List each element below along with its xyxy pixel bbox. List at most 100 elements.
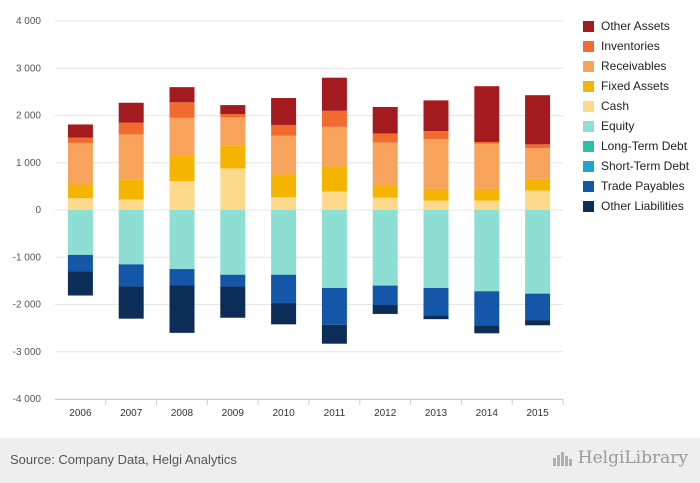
bar-segment <box>67 198 93 210</box>
x-tick-label: 2007 <box>120 408 143 419</box>
bar-segment <box>321 324 347 344</box>
bar-segment <box>372 142 398 186</box>
bar-segment <box>169 181 195 210</box>
bar-segment <box>271 210 297 275</box>
legend-item: Other Liabilities <box>583 196 689 216</box>
bar-segment <box>118 134 144 180</box>
y-tick-label: -3 000 <box>13 347 42 358</box>
bar-segment <box>220 210 246 275</box>
bar-segment <box>321 191 347 210</box>
legend-swatch <box>583 200 594 212</box>
bar-segment <box>321 126 347 167</box>
bar-segment <box>474 141 500 144</box>
bar-segment <box>474 143 500 189</box>
x-tick-label: 2010 <box>272 408 295 419</box>
legend-item: Receivables <box>583 56 689 76</box>
bar-segment <box>220 286 246 318</box>
bar-segment <box>67 271 93 296</box>
legend-swatch <box>583 40 594 52</box>
bar-segment <box>118 286 144 319</box>
bar-segment <box>321 77 347 111</box>
bar-segment <box>118 179 144 200</box>
bar-segment <box>525 178 551 191</box>
bar-segment <box>372 304 398 314</box>
legend: Other Assets Inventories Receivables Fixed … <box>583 16 689 216</box>
y-tick-label: 4 000 <box>16 16 41 27</box>
bar-segment <box>525 320 551 326</box>
bar-segment <box>372 106 398 134</box>
bar-segment <box>220 114 246 118</box>
bar-segment <box>321 210 347 288</box>
bar-segment <box>169 210 195 270</box>
x-tick-label: 2013 <box>425 408 448 419</box>
bar-segment <box>423 200 449 210</box>
legend-swatch <box>583 160 594 172</box>
bar-segment <box>474 86 500 142</box>
x-tick-label: 2012 <box>374 408 397 419</box>
bar-segment <box>220 105 246 115</box>
brand-name: HelgiLibrary <box>577 448 688 468</box>
bar-segment <box>271 303 297 325</box>
bar-segment <box>169 87 195 103</box>
y-tick-label: 2 000 <box>16 111 41 122</box>
bar-segment <box>525 144 551 149</box>
bar-segment <box>474 200 500 210</box>
legend-label: Equity <box>601 119 635 133</box>
bar-segment <box>220 168 246 210</box>
bar-segment <box>423 287 449 316</box>
legend-label: Long-Term Debt <box>601 139 688 153</box>
legend-swatch <box>583 20 594 32</box>
bar-segment <box>423 131 449 140</box>
bar-segment <box>220 274 246 287</box>
x-tick-label: 2006 <box>69 408 92 419</box>
legend-item: Cash <box>583 96 689 116</box>
bar-segment <box>525 210 551 294</box>
x-tick-label: 2015 <box>526 408 549 419</box>
x-tick-label: 2009 <box>222 408 245 419</box>
x-tick-label: 2008 <box>171 408 194 419</box>
y-tick-label: -1 000 <box>13 252 42 263</box>
bar-segment <box>321 110 347 127</box>
bar-segment <box>474 210 500 292</box>
bar-segment <box>525 293 551 321</box>
bar-segment <box>67 210 93 255</box>
legend-item: Short-Term Debt <box>583 156 689 176</box>
legend-swatch <box>583 180 594 192</box>
y-tick-label: 1 000 <box>16 158 41 169</box>
bar-segment <box>474 188 500 201</box>
bar-segment <box>271 197 297 210</box>
bar-segment <box>372 185 398 198</box>
library-icon <box>552 452 572 466</box>
bar-segment <box>372 197 398 210</box>
bar-segment <box>67 142 93 185</box>
bar-segment <box>271 174 297 198</box>
legend-item: Inventories <box>583 36 689 56</box>
legend-label: Other Liabilities <box>601 199 684 213</box>
legend-label: Fixed Assets <box>601 79 670 93</box>
legend-label: Short-Term Debt <box>601 159 690 173</box>
bar-segment <box>525 95 551 145</box>
bar-segment <box>271 98 297 125</box>
bar-segment <box>67 137 93 143</box>
legend-label: Inventories <box>601 39 660 53</box>
x-tick-label: 2014 <box>476 408 499 419</box>
legend-item: Trade Payables <box>583 176 689 196</box>
bar-segment <box>423 210 449 288</box>
bar-segment <box>67 124 93 138</box>
bar-segment <box>321 166 347 192</box>
bar-segment <box>271 274 297 304</box>
legend-swatch <box>583 100 594 112</box>
x-tick-label: 2011 <box>324 408 346 419</box>
legend-item: Other Assets <box>583 16 689 36</box>
bar-segment <box>118 199 144 210</box>
legend-label: Cash <box>601 99 630 113</box>
legend-item: Equity <box>583 116 689 136</box>
y-tick-label: -2 000 <box>13 300 42 311</box>
legend-item: Fixed Assets <box>583 76 689 96</box>
legend-swatch <box>583 140 594 152</box>
bar-segment <box>118 102 144 123</box>
bar-segment <box>474 325 500 334</box>
legend-item: Long-Term Debt <box>583 136 689 156</box>
bar-segment <box>474 291 500 326</box>
